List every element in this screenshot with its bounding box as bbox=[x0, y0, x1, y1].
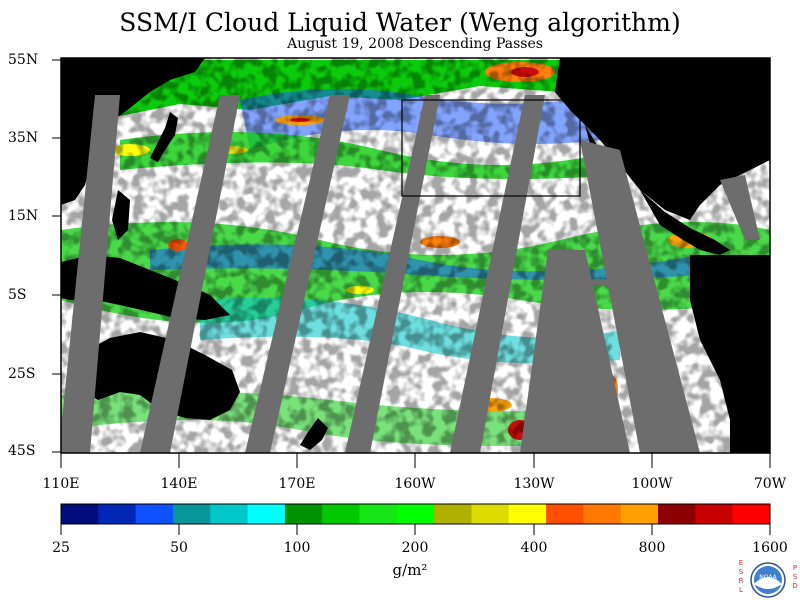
colorbar-swatch bbox=[172, 504, 211, 524]
logo-right-letter: S bbox=[793, 573, 798, 581]
colorbar-swatch bbox=[471, 504, 510, 524]
colorbar-swatch bbox=[583, 504, 622, 524]
lat-label-35n: 35N bbox=[8, 130, 39, 146]
colorbar-swatch bbox=[322, 504, 361, 524]
lon-label-170e: 170E bbox=[278, 476, 316, 492]
philippines-land bbox=[112, 190, 130, 240]
map-title: SSM/I Cloud Liquid Water (Weng algorithm… bbox=[119, 8, 681, 37]
colorbar bbox=[60, 503, 771, 525]
lon-label-140e: 140E bbox=[160, 476, 198, 492]
lat-label-55n: 55N bbox=[8, 52, 39, 68]
noaa-logo-text: NOAA bbox=[759, 574, 777, 581]
colorbar-swatch bbox=[61, 504, 99, 524]
logo-left-letter: S bbox=[739, 568, 744, 576]
colorbar-swatch bbox=[396, 504, 435, 524]
colorbar-swatch bbox=[98, 504, 137, 524]
colorbar-label-25: 25 bbox=[52, 540, 70, 556]
map-subtitle: August 19, 2008 Descending Passes bbox=[287, 36, 543, 52]
colorbar-swatch bbox=[359, 504, 398, 524]
logo-right-letter: D bbox=[792, 582, 797, 590]
region-box bbox=[401, 99, 581, 197]
satellite-swath-gaps bbox=[61, 95, 760, 453]
colorbar-units: g/m² bbox=[392, 561, 428, 579]
lon-label-100w: 100W bbox=[631, 476, 673, 492]
logo-left-letter: E bbox=[739, 559, 743, 567]
colorbar-label-100: 100 bbox=[283, 540, 311, 556]
lon-label-160w: 160W bbox=[394, 476, 436, 492]
colorbar-label-400: 400 bbox=[520, 540, 548, 556]
colorbar-swatch bbox=[284, 504, 323, 524]
colorbar-label-50: 50 bbox=[170, 540, 188, 556]
colorbar-swatch bbox=[546, 504, 584, 524]
colorbar-label-800: 800 bbox=[638, 540, 666, 556]
colorbar-swatch bbox=[434, 504, 472, 524]
colorbar-swatch bbox=[695, 504, 734, 524]
colorbar-swatch bbox=[620, 504, 659, 524]
logo-left-letter: L bbox=[739, 586, 743, 594]
lat-label-5s: 5S bbox=[8, 287, 27, 303]
lat-label-15n: 15N bbox=[8, 208, 39, 224]
colorbar-label-1600: 1600 bbox=[752, 540, 788, 556]
colorbar-ticks bbox=[60, 524, 771, 535]
lon-label-70w: 70W bbox=[753, 476, 787, 492]
south-america-land bbox=[690, 255, 770, 453]
colorbar-swatch bbox=[732, 504, 771, 524]
central-america-land bbox=[640, 190, 730, 255]
colorbar-swatch bbox=[247, 504, 286, 524]
lat-label-45s: 45S bbox=[8, 443, 36, 459]
lon-label-130w: 130W bbox=[513, 476, 555, 492]
colorbar-swatch bbox=[658, 504, 696, 524]
colorbar-label-200: 200 bbox=[401, 540, 429, 556]
new-zealand-land bbox=[300, 418, 328, 450]
japan-land bbox=[150, 112, 178, 162]
north-america-land bbox=[555, 58, 770, 220]
lon-label-110e: 110E bbox=[42, 476, 80, 492]
logo-right-letter: P bbox=[793, 564, 797, 572]
logo-left-letter: R bbox=[739, 577, 744, 585]
colorbar-swatch bbox=[508, 504, 547, 524]
asia-land bbox=[61, 58, 205, 205]
colorbar-swatch bbox=[135, 504, 174, 524]
colorbar-swatch bbox=[210, 504, 249, 524]
axis-ticks bbox=[52, 59, 771, 468]
lat-label-25s: 25S bbox=[8, 366, 36, 382]
